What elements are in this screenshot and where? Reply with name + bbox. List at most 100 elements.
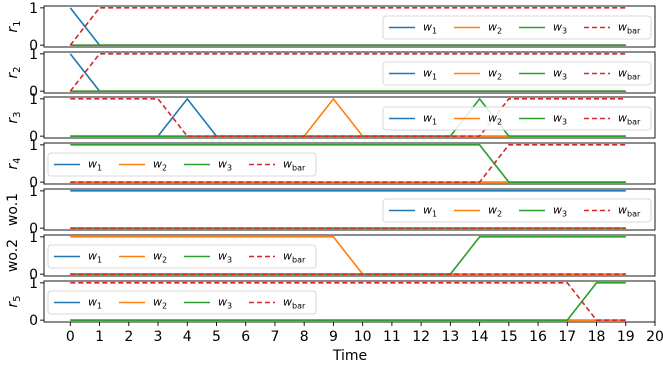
- legend-label-w1-base: w: [88, 158, 97, 171]
- legend-label-w3-base: w: [553, 204, 562, 217]
- legend-label-wbar: wbar: [283, 158, 306, 173]
- legend-label-w3: w3: [553, 112, 567, 127]
- legend-box: [47, 152, 317, 177]
- legend-label-wbar-sub: bar: [627, 73, 641, 82]
- legend-label-w1: w1: [88, 250, 102, 265]
- legend-label-w2: w2: [488, 112, 502, 127]
- series-line-w3: [70, 282, 626, 321]
- y-tick-label: 0: [29, 129, 38, 145]
- legend-label-w1-base: w: [88, 296, 97, 309]
- legend-label-w2-base: w: [488, 204, 497, 217]
- legend-label-w2-base: w: [488, 67, 497, 80]
- y-axis-label-base: r: [5, 117, 21, 124]
- y-axis-label: r1: [5, 20, 23, 32]
- legend-label-wbar: wbar: [283, 296, 306, 311]
- x-tick-label: 4: [183, 329, 192, 345]
- legend-label-wbar-sub: bar: [292, 164, 306, 173]
- legend-label-w2: w2: [488, 67, 502, 82]
- x-tick-label: 16: [529, 329, 547, 345]
- legend: w1 w2 w3 wbar: [382, 198, 652, 223]
- x-tick-label: 6: [241, 329, 250, 345]
- legend-label-w2-sub: 2: [497, 210, 502, 219]
- legend-label-w3-base: w: [218, 296, 227, 309]
- legend-label-w2: w2: [153, 296, 167, 311]
- legend-label-w3-sub: 3: [227, 302, 232, 311]
- y-axis-label: r5: [5, 295, 23, 307]
- x-tick-label: 17: [558, 329, 576, 345]
- legend: w1 w2 w3 wbar: [47, 152, 317, 177]
- series-line-wbar: [69, 53, 626, 92]
- x-tick-label: 8: [300, 329, 309, 345]
- legend-label-wbar-base: w: [283, 296, 292, 309]
- y-axis-label-base: wo.1: [5, 193, 21, 226]
- legend-label-w1-base: w: [423, 112, 432, 125]
- legend-label-w3: w3: [218, 250, 232, 265]
- x-tick-label: 14: [471, 329, 489, 345]
- series-group: [70, 236, 626, 275]
- legend: w1 w2 w3 wbar: [382, 61, 652, 86]
- legend-label-w3-sub: 3: [562, 73, 567, 82]
- y-tick-label: 1: [29, 138, 38, 154]
- y-axis-label-base: r: [5, 72, 21, 79]
- y-axis-label: wo.1: [5, 193, 21, 226]
- legend-label-w3-base: w: [553, 67, 562, 80]
- legend-label-w3: w3: [553, 67, 567, 82]
- legend-label-w1-base: w: [423, 67, 432, 80]
- x-axis: 0 1 2 3 4 5 6 7 8 9 10 11 12 13 14 15 16 17 18 19 20: [66, 322, 663, 345]
- legend-label-w1-base: w: [423, 204, 432, 217]
- legend-label-wbar-sub: bar: [292, 302, 306, 311]
- y-tick-label: 0: [29, 38, 38, 54]
- legend-box: [382, 15, 652, 40]
- legend-label-w2: w2: [488, 204, 502, 219]
- legend-label-w1-base: w: [423, 21, 432, 34]
- legend-box: [382, 106, 652, 131]
- x-tick-label: 9: [329, 329, 338, 345]
- legend-label-w3-base: w: [218, 158, 227, 171]
- legend-label-w1-sub: 1: [432, 118, 437, 127]
- y-tick-label: 0: [29, 313, 38, 329]
- y-axis-label-sub: 4: [12, 157, 23, 163]
- legend-label-w2-base: w: [153, 250, 162, 263]
- x-tick-label: 7: [270, 329, 279, 345]
- legend-label-wbar-sub: bar: [627, 118, 641, 127]
- x-tick-label: 18: [588, 329, 606, 345]
- legend-label-wbar-base: w: [283, 250, 292, 263]
- legend-label-w3-base: w: [218, 250, 227, 263]
- series-line-wbar: [70, 144, 626, 183]
- legend-label-w1-sub: 1: [97, 302, 102, 311]
- series-line-wbar: [70, 98, 626, 137]
- y-axis-label: r3: [5, 111, 23, 123]
- x-tick-label: 13: [441, 329, 459, 345]
- legend-box: [382, 198, 652, 223]
- series-line-w3: [70, 97, 626, 137]
- x-tick-label: 0: [66, 329, 75, 345]
- legend-label-wbar: wbar: [618, 21, 641, 36]
- y-tick-label: 1: [29, 230, 38, 246]
- legend: w1 w2 w3 wbar: [47, 244, 317, 269]
- legend-label-w1-sub: 1: [432, 73, 437, 82]
- series-line-w2: [70, 236, 626, 275]
- x-tick-label: 11: [383, 329, 401, 345]
- legend-label-w1: w1: [88, 296, 102, 311]
- legend-label-w3-base: w: [553, 21, 562, 34]
- legend-box: [382, 61, 652, 86]
- legend-label-w2: w2: [153, 158, 167, 173]
- legend-label-w2-sub: 2: [497, 73, 502, 82]
- y-tick-label: 1: [29, 47, 38, 63]
- x-tick-label: 19: [617, 329, 635, 345]
- y-tick-label: 1: [29, 92, 38, 108]
- legend-label-wbar: wbar: [618, 67, 641, 82]
- series-line-wbar: [69, 7, 626, 46]
- series-group: [70, 97, 626, 137]
- legend-label-w3: w3: [553, 204, 567, 219]
- y-axis-label-sub: 5: [12, 295, 23, 301]
- series-group: [70, 144, 626, 183]
- y-axis-label-base: wo.2: [5, 239, 21, 272]
- legend-label-w1: w1: [423, 204, 437, 219]
- legend-label-w2-base: w: [488, 21, 497, 34]
